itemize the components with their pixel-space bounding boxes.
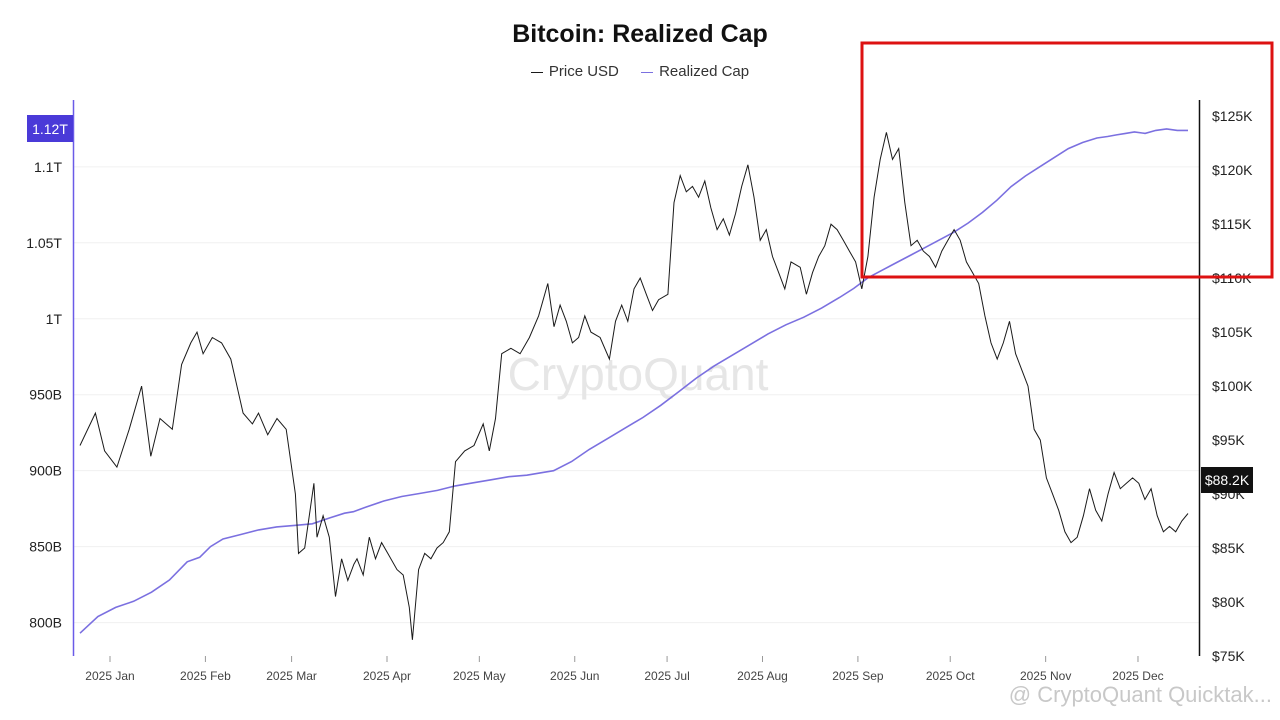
left-tick-label: 1T bbox=[46, 311, 63, 327]
realized-cap-line bbox=[79, 128, 1188, 634]
right-tick-label: $95K bbox=[1212, 432, 1245, 448]
footer-watermark-text: @ CryptoQuant Quicktak... bbox=[1009, 682, 1272, 707]
x-tick-label: 2025 Aug bbox=[737, 669, 788, 683]
right-current-value-badge bbox=[1201, 467, 1253, 493]
right-current-value-label: $88.2K bbox=[1205, 472, 1250, 488]
price-usd-line bbox=[79, 132, 1189, 640]
x-tick-label: 2025 Jun bbox=[550, 669, 599, 683]
x-axis-ticks: 2025 Jan 2025 Feb 2025 Mar 2025 Apr 2025 May… bbox=[85, 656, 1164, 683]
right-tick-label: $120K bbox=[1212, 162, 1253, 178]
legend-label-realized-cap: Realized Cap bbox=[659, 63, 750, 80]
left-current-value-badge bbox=[27, 115, 73, 142]
left-tick-label: 800B bbox=[29, 615, 62, 631]
x-tick-label: 2025 Jan bbox=[85, 669, 134, 683]
right-tick-label: $115K bbox=[1212, 216, 1252, 232]
legend-item-realized-cap[interactable]: Realized Cap bbox=[641, 63, 749, 80]
x-tick-label: 2025 May bbox=[453, 669, 506, 683]
left-current-value-label: 1.12T bbox=[32, 121, 68, 137]
left-tick-label: 850B bbox=[29, 539, 62, 555]
right-tick-label: $75K bbox=[1212, 648, 1245, 664]
x-tick-label: 2025 Feb bbox=[180, 669, 231, 683]
x-tick-label: 2025 Jul bbox=[644, 669, 689, 683]
x-tick-label: 2025 Nov bbox=[1020, 669, 1071, 683]
legend-swatch-price bbox=[530, 71, 543, 73]
legend-label-price: Price USD bbox=[548, 63, 619, 80]
x-tick-label: 2025 Apr bbox=[363, 669, 411, 683]
legend-item-price[interactable]: Price USD bbox=[530, 63, 619, 80]
right-tick-label: $100K bbox=[1212, 378, 1253, 394]
gridlines bbox=[74, 166, 1199, 624]
right-axis-ticks: $75K$80K$85K$90K$95K$100K$105K$110K$115K… bbox=[1212, 108, 1253, 664]
left-axis-ticks: 800B 850B 900B 950B 1T 1.05T 1.1T bbox=[26, 159, 62, 631]
highlight-annotation-box bbox=[860, 41, 1274, 279]
chart-title: Bitcoin: Realized Cap bbox=[512, 20, 768, 48]
x-tick-label: 2025 Dec bbox=[1112, 669, 1163, 683]
right-tick-label: $85K bbox=[1212, 540, 1245, 556]
legend-swatch-realized-cap bbox=[641, 71, 654, 73]
right-tick-label: $105K bbox=[1212, 324, 1253, 340]
left-tick-label: 950B bbox=[29, 387, 62, 403]
right-tick-label: $80K bbox=[1212, 594, 1245, 610]
x-tick-label: 2025 Sep bbox=[832, 669, 884, 683]
left-tick-label: 1.1T bbox=[34, 159, 62, 175]
x-tick-label: 2025 Mar bbox=[266, 669, 317, 683]
right-tick-label: $125K bbox=[1212, 108, 1253, 124]
left-tick-label: 1.05T bbox=[26, 235, 62, 251]
x-tick-label: 2025 Oct bbox=[926, 669, 975, 683]
left-tick-label: 900B bbox=[29, 463, 62, 479]
legend: Price USD Realized Cap bbox=[0, 63, 1280, 80]
watermark-text: CryptoQuant bbox=[508, 348, 769, 400]
